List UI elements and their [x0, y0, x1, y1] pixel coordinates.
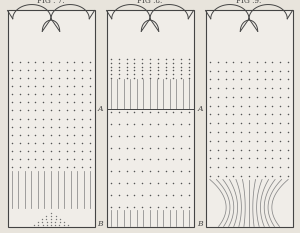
Text: B: B	[97, 220, 103, 228]
Text: B: B	[197, 220, 203, 228]
Text: FIG . 7.: FIG . 7.	[37, 0, 65, 5]
Text: FIG .9.: FIG .9.	[236, 0, 262, 5]
Text: A: A	[98, 105, 103, 113]
Bar	[106, 10, 194, 227]
Bar	[8, 10, 94, 227]
Text: FIG .8.: FIG .8.	[137, 0, 163, 5]
Text: A: A	[197, 105, 203, 113]
Bar	[206, 10, 292, 227]
